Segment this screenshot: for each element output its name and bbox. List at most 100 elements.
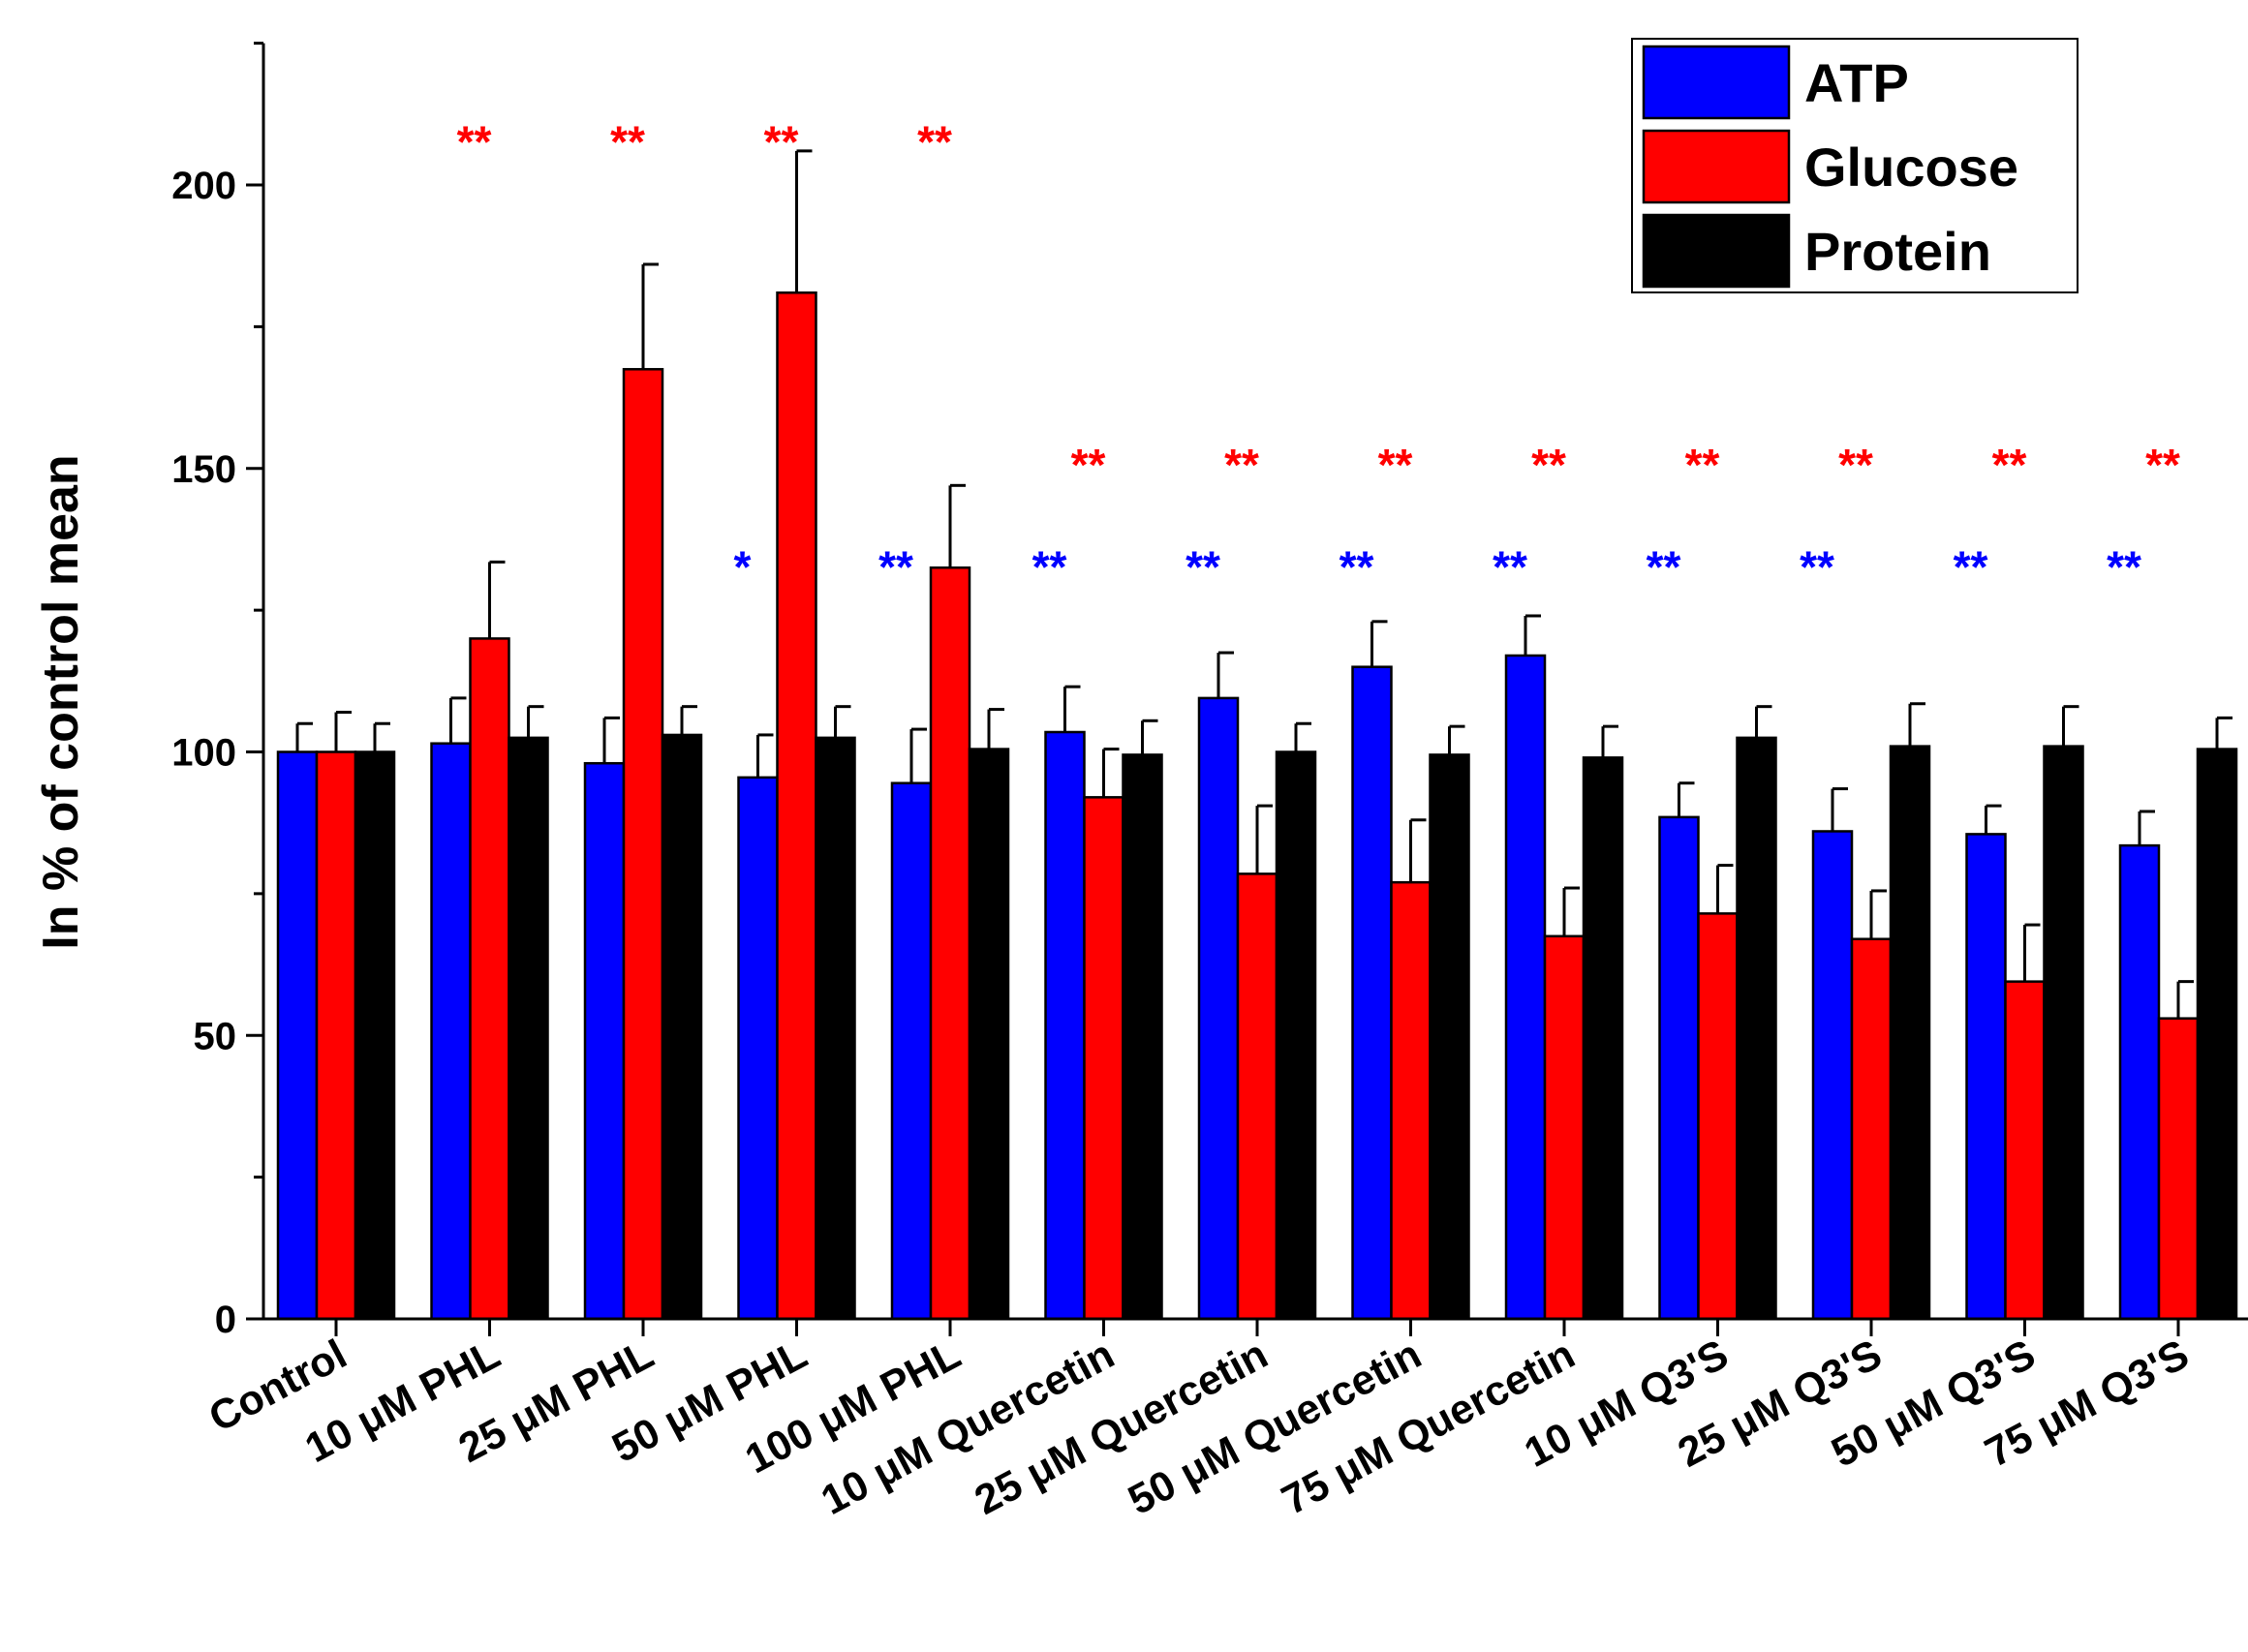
error-bar [641,262,659,370]
error-bar [1831,787,1848,832]
bar-atp [890,781,933,1321]
error-bar [2138,810,2155,846]
bar-protein [2196,748,2238,1321]
bar-glucose [929,566,971,1321]
error-bar [373,721,390,752]
significance-marker-glucose: ** [764,116,799,167]
legend-label-glucose: Glucose [1804,137,2018,198]
error-bar [1869,889,1887,939]
bar-protein [508,736,549,1321]
bar-group [276,149,2238,1321]
bar-glucose [1236,872,1278,1321]
significance-marker-atp: ** [878,542,913,593]
error-bar [834,705,851,738]
bar-glucose [1083,796,1124,1321]
bar-atp [737,776,779,1321]
bar-glucose [1697,912,1739,1321]
significance-marker-glucose: ** [1224,440,1259,490]
significance-marker-atp: ** [2107,542,2141,593]
bar-protein [1736,736,1777,1321]
bar-protein [1275,750,1317,1321]
error-bar [602,716,620,764]
bar-glucose [315,750,357,1321]
bar-protein [2043,745,2084,1321]
significance-marker-atp: ** [1186,542,1220,593]
bar-atp [1811,830,1854,1321]
bar-atp [1197,696,1240,1321]
bar-protein [354,750,396,1321]
bar-atp [1504,654,1547,1321]
significance-marker-atp: * [734,542,752,593]
y-tick-label: 100 [171,732,236,775]
legend-swatch-atp [1642,45,1791,120]
legend-swatch-protein [1642,213,1791,289]
significance-marker-atp: ** [1954,542,1988,593]
error-bar [1448,724,1465,755]
error-bar [1102,748,1120,798]
error-bar [1678,781,1695,817]
significance-marker-glucose: ** [1992,440,2027,490]
error-bar [295,721,313,752]
error-bar [2215,716,2233,750]
legend-label-protein: Protein [1804,221,1991,282]
error-bar [1294,721,1311,752]
error-bar [2176,980,2194,1019]
bar-glucose [1390,880,1432,1321]
bar-atp [1965,833,2007,1321]
significance-marker-atp: ** [1340,542,1374,593]
error-bar [1141,719,1158,755]
bar-protein [1429,753,1470,1321]
y-tick-label: 150 [171,448,236,491]
bar-glucose [1850,937,1893,1321]
error-bar [987,708,1004,750]
error-bar [756,733,774,778]
significance-marker-glucose: ** [917,116,952,167]
error-bar [449,696,467,744]
significance-marker-glucose: ** [610,116,645,167]
significance-marker-atp: ** [1647,542,1681,593]
bar-glucose [2004,980,2046,1321]
bar-glucose [1543,934,1586,1321]
y-axis-title: In % of control mean [33,454,89,949]
bar-atp [1044,730,1086,1321]
error-bar [1755,705,1772,738]
error-bar [334,711,352,752]
significance-markers: * ** ** ** ** ** ** ** ** **** ** ** **** ** ** ** ** ** *… [457,116,2180,592]
significance-marker-glucose: ** [457,116,492,167]
bar-glucose [776,291,817,1321]
bar-protein [968,748,1010,1321]
significance-marker-atp: ** [1493,542,1527,593]
error-bar [1255,804,1273,874]
error-bar [488,560,506,639]
y-tick-labels: 0 50 100 150 200 [171,165,236,1341]
significance-marker-atp: ** [1032,542,1067,593]
significance-marker-glucose: ** [1378,440,1413,490]
bar-atp [583,761,626,1321]
significance-marker-glucose: ** [1838,440,1873,490]
bar-glucose [2157,1017,2200,1321]
error-bar [1370,620,1388,667]
bar-protein [661,733,703,1321]
error-bar [948,483,966,568]
error-bar [795,149,813,293]
error-bar [909,727,927,783]
axes [246,42,2248,1336]
bar-protein [1889,745,1931,1321]
bar-atp [1351,665,1393,1321]
error-bar [1985,804,2002,835]
bar-atp [430,742,472,1321]
bar-atp [276,750,319,1321]
significance-marker-glucose: ** [1071,440,1106,490]
error-bar [1716,864,1734,914]
bar-glucose [469,637,510,1321]
error-bar [1409,818,1427,883]
bar-atp [1658,815,1700,1321]
error-bar [1216,651,1234,698]
significance-marker-atp: ** [1800,542,1834,593]
significance-marker-glucose: ** [2145,440,2180,490]
error-bar [527,705,544,738]
bar-protein [1582,756,1624,1321]
error-bar [1562,886,1580,936]
